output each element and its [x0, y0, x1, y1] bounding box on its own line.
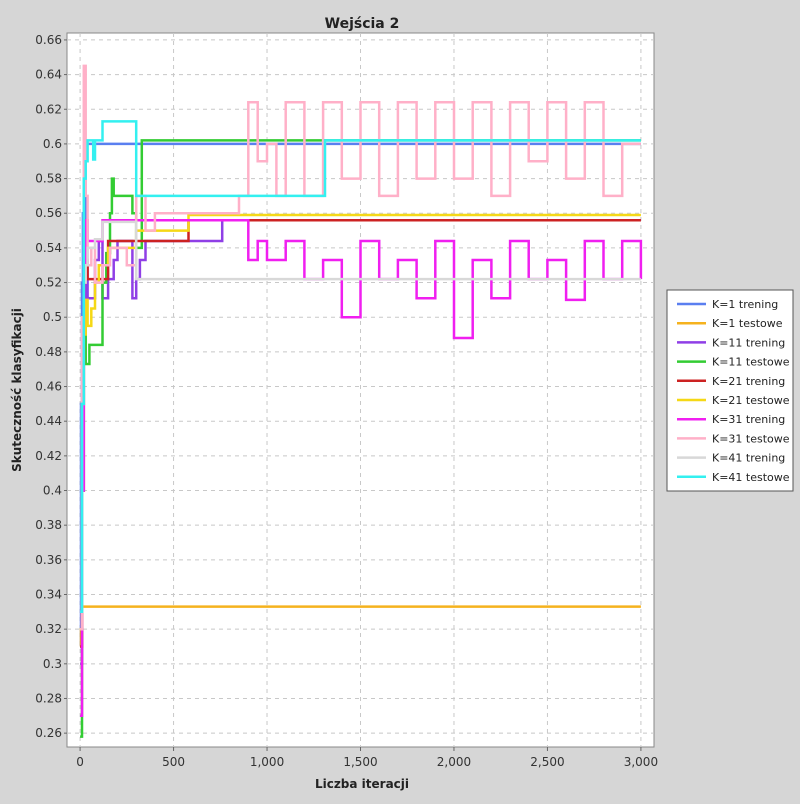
x-tick-label: 2,000: [437, 755, 471, 769]
axes: 0.26 0.28 0.3 0.32 0.34 0.36 0.38 0.4 0.42 0.44 0.…: [35, 33, 658, 769]
x-axis-label: Liczba iteracji: [315, 777, 409, 791]
y-tick-label: 0.5: [43, 310, 62, 324]
legend-label: K=21 testowe: [712, 394, 790, 407]
legend-label: K=41 trening: [712, 452, 785, 465]
x-tick-label: 500: [162, 755, 185, 769]
x-tick-label: 3,000: [624, 755, 658, 769]
y-tick-label: 0.4: [43, 484, 62, 498]
y-tick-label: 0.34: [35, 587, 62, 601]
y-tick-label: 0.62: [35, 102, 62, 116]
x-tick-label: 1,500: [343, 755, 377, 769]
y-axis-label: Skuteczność klasyfikacji: [10, 308, 24, 472]
y-tick-label: 0.36: [35, 553, 62, 567]
y-tick-label: 0.66: [35, 33, 62, 47]
legend-label: K=1 trening: [712, 298, 778, 311]
legend-label: K=31 testowe: [712, 432, 790, 445]
chart-title: Wejścia 2: [325, 16, 400, 32]
y-tick-label: 0.42: [35, 449, 62, 463]
legend: K=1 trening K=1 testowe K=11 trening K=11 t…: [666, 289, 794, 492]
legend-label: K=11 trening: [712, 336, 785, 349]
y-tick-label: 0.28: [35, 691, 62, 705]
y-tick-label: 0.26: [35, 726, 62, 740]
legend-label: K=21 trening: [712, 375, 785, 388]
y-tick-label: 0.48: [35, 345, 62, 359]
y-tick-label: 0.64: [35, 68, 62, 82]
y-tick-label: 0.6: [43, 137, 62, 151]
y-tick-label: 0.56: [35, 206, 62, 220]
legend-label: K=41 testowe: [712, 471, 790, 484]
grid: [67, 33, 654, 747]
legend-label: K=31 trening: [712, 413, 785, 426]
y-tick-label: 0.52: [35, 276, 62, 290]
y-tick-label: 0.58: [35, 172, 62, 186]
y-tick-label: 0.3: [43, 657, 62, 671]
x-tick-label: 1,000: [250, 755, 284, 769]
y-tick-label: 0.38: [35, 518, 62, 532]
series-line-6: [80, 213, 641, 631]
legend-label: K=11 testowe: [712, 356, 790, 369]
legend-label: K=1 testowe: [712, 317, 783, 330]
y-tick-label: 0.44: [35, 414, 62, 428]
y-tick-label: 0.54: [35, 241, 62, 255]
x-tick-label: 0: [76, 755, 84, 769]
series-line-10: [80, 120, 641, 614]
x-tick-label: 2,500: [530, 755, 564, 769]
series-group: [79, 64, 643, 738]
y-tick-label: 0.32: [35, 622, 62, 636]
y-tick-label: 0.46: [35, 380, 62, 394]
